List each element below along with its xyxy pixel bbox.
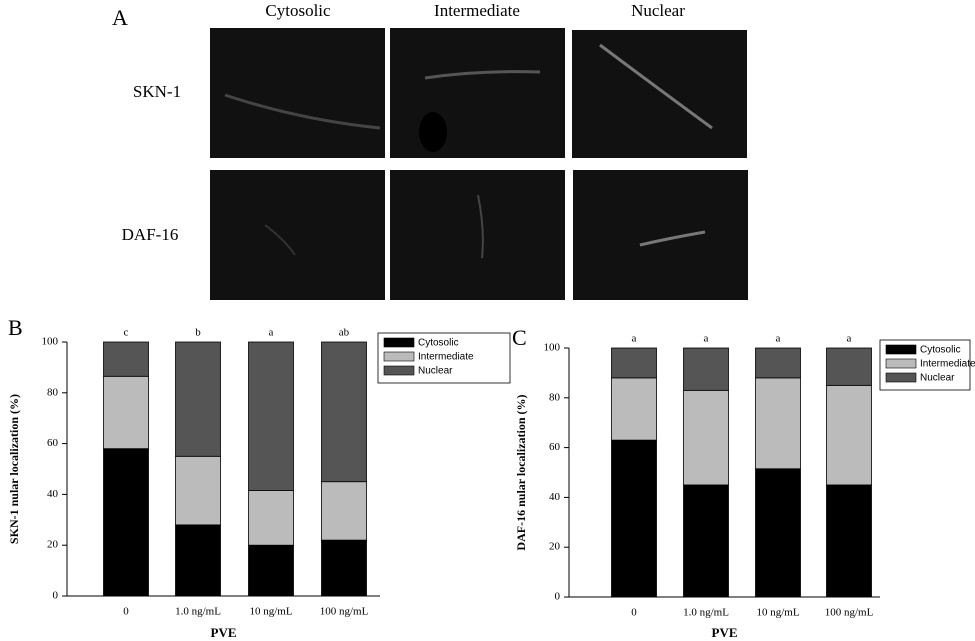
y-tick-label: 100 xyxy=(42,336,59,348)
x-tick-label: 1.0 ng/mL xyxy=(683,607,729,619)
worm xyxy=(639,230,706,247)
bar-segment xyxy=(175,341,221,457)
bar-segment xyxy=(103,341,149,377)
bar-segment xyxy=(103,448,149,597)
bar-segment xyxy=(683,484,729,598)
bar-segment xyxy=(826,484,872,598)
bar-segment xyxy=(755,377,801,470)
bar-segment xyxy=(248,544,294,597)
micrograph xyxy=(390,28,565,158)
legend-swatch xyxy=(383,337,415,348)
panel-label: A xyxy=(112,5,128,30)
bar-segment xyxy=(611,347,657,379)
column-label: Intermediate xyxy=(434,1,520,20)
y-tick-label: 20 xyxy=(47,539,59,551)
x-axis-label: PVE xyxy=(211,625,237,640)
legend-swatch xyxy=(885,372,917,383)
legend-swatch xyxy=(885,358,917,369)
significance-label: ab xyxy=(339,327,350,339)
column-label: Nuclear xyxy=(631,1,685,20)
legend-label: Cytosolic xyxy=(418,338,459,349)
significance-label: a xyxy=(632,333,637,345)
y-tick-label: 60 xyxy=(47,437,59,449)
bar-segment xyxy=(826,347,872,386)
bar-segment xyxy=(175,455,221,526)
bar-segment xyxy=(683,347,729,391)
bar-segment xyxy=(103,375,149,450)
worm xyxy=(224,93,381,130)
x-tick-label: 0 xyxy=(123,606,129,618)
bar-segment xyxy=(755,347,801,379)
y-tick-label: 0 xyxy=(53,590,59,602)
worm xyxy=(599,43,713,130)
bar-segment xyxy=(826,384,872,486)
panel-label: C xyxy=(512,325,527,350)
bar-segment xyxy=(321,539,367,597)
bar-segment xyxy=(683,389,729,486)
micrograph xyxy=(210,170,385,300)
y-axis-label: DAF-16 nular localization (%) xyxy=(514,394,528,550)
worm xyxy=(477,194,484,259)
x-tick-label: 100 ng/mL xyxy=(825,607,874,619)
bar-segment xyxy=(611,377,657,441)
legend-swatch xyxy=(885,344,917,355)
y-tick-label: 0 xyxy=(555,591,561,603)
column-label: Cytosolic xyxy=(265,1,331,20)
y-tick-label: 80 xyxy=(47,386,59,398)
x-tick-label: 100 ng/mL xyxy=(320,606,369,618)
y-tick-label: 40 xyxy=(47,488,59,500)
legend-label: Cytosolic xyxy=(920,345,961,356)
panel-label: B xyxy=(8,315,23,340)
micrograph xyxy=(210,28,385,158)
worm xyxy=(424,70,541,80)
micrograph xyxy=(572,30,747,158)
micrograph xyxy=(573,170,748,300)
legend-label: Intermediate xyxy=(920,359,975,370)
significance-label: c xyxy=(124,327,129,339)
x-tick-label: 1.0 ng/mL xyxy=(175,606,221,618)
bar-segment xyxy=(175,524,221,597)
y-tick-label: 100 xyxy=(544,342,561,354)
x-tick-label: 10 ng/mL xyxy=(756,607,799,619)
bar-segment xyxy=(321,481,367,541)
legend-label: Intermediate xyxy=(418,352,474,363)
legend-swatch xyxy=(383,351,415,362)
x-axis-label: PVE xyxy=(712,625,738,640)
y-tick-label: 20 xyxy=(549,541,561,553)
bar-segment xyxy=(755,468,801,598)
micrograph xyxy=(390,170,565,300)
y-tick-label: 60 xyxy=(549,441,561,453)
worm xyxy=(419,112,447,152)
significance-label: a xyxy=(269,327,274,339)
worm xyxy=(264,224,296,256)
micrographs xyxy=(210,28,748,300)
legend-label: Nuclear xyxy=(418,366,453,377)
x-tick-label: 0 xyxy=(631,607,637,619)
y-tick-label: 80 xyxy=(549,391,561,403)
bar-segment xyxy=(321,341,367,483)
bar-segment xyxy=(248,490,294,546)
legend-swatch xyxy=(383,365,415,376)
row-label: SKN-1 xyxy=(133,82,181,101)
row-label: DAF-16 xyxy=(122,225,179,244)
x-tick-label: 10 ng/mL xyxy=(249,606,292,618)
significance-label: b xyxy=(195,327,201,339)
bar-segment xyxy=(248,341,294,491)
y-axis-label: SKN-1 nular localization (%) xyxy=(7,394,21,544)
significance-label: a xyxy=(847,333,852,345)
significance-label: a xyxy=(776,333,781,345)
y-tick-label: 40 xyxy=(549,491,561,503)
significance-label: a xyxy=(704,333,709,345)
bar-segment xyxy=(611,439,657,598)
legend-label: Nuclear xyxy=(920,373,955,384)
